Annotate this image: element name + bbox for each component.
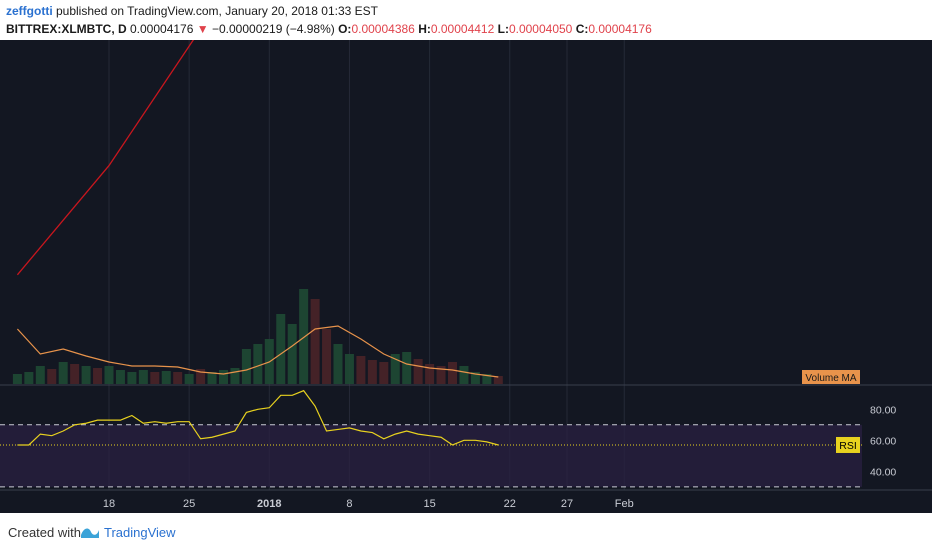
volume-bar xyxy=(127,372,137,384)
time-tick-label: 15 xyxy=(423,498,435,510)
tradingview-brand-link[interactable]: TradingView xyxy=(104,525,176,540)
volume-bar xyxy=(104,366,114,384)
time-tick-label: 18 xyxy=(103,498,115,510)
created-with-label: Created with xyxy=(8,525,81,540)
volume-bar xyxy=(150,372,160,384)
volume-bar xyxy=(241,349,251,384)
volume-bar xyxy=(459,366,469,384)
rsi-tag-label: RSI xyxy=(839,440,857,452)
open-label: O: xyxy=(338,22,352,36)
volume-bar xyxy=(344,354,354,384)
chart-area[interactable]: DARK-CLOUD COVERRESISTANCEHAMMER FORMATI… xyxy=(0,0,932,513)
volume-ma-tag xyxy=(802,370,860,384)
volume-bar xyxy=(310,299,320,384)
symbol-label[interactable]: BITTREX:XLMBTC, D xyxy=(6,22,127,36)
price-axis-background xyxy=(862,40,932,513)
price-chart[interactable]: DARK-CLOUD COVERRESISTANCEHAMMER FORMATI… xyxy=(0,0,932,513)
low-label: L: xyxy=(497,22,509,36)
volume-bar xyxy=(379,362,389,384)
volume-bar xyxy=(70,364,80,384)
volume-bar xyxy=(138,370,148,384)
time-tick-label: 22 xyxy=(504,498,516,510)
price-change: −0.00000219 (−4.98%) xyxy=(211,22,335,36)
volume-bar xyxy=(196,369,206,384)
volume-bar xyxy=(93,368,103,384)
volume-bar xyxy=(402,352,412,384)
high-label: H: xyxy=(418,22,431,36)
time-tick-label: Feb xyxy=(615,498,634,510)
volume-bar xyxy=(299,289,309,384)
volume-bar xyxy=(115,370,125,384)
rsi-tick-label: 40.00 xyxy=(870,466,896,478)
volume-bar xyxy=(184,374,194,384)
rsi-tag xyxy=(836,436,860,453)
volume-bar xyxy=(12,374,22,384)
volume-bar xyxy=(24,372,34,384)
rsi-tick-label: 60.00 xyxy=(870,435,896,447)
volume-bar xyxy=(413,359,423,384)
volume-bar xyxy=(47,369,57,384)
time-tick-label: 8 xyxy=(346,498,352,510)
time-tick-label: 27 xyxy=(561,498,573,510)
high-value: 0.00004412 xyxy=(430,22,495,36)
rsi-band xyxy=(0,424,862,487)
volume-bar xyxy=(390,354,400,384)
volume-bar xyxy=(356,356,366,384)
volume-bar xyxy=(58,362,68,384)
symbol-line: BITTREX:XLMBTC, D 0.00004176 ▼ −0.000002… xyxy=(6,22,652,36)
volume-bar xyxy=(161,371,171,384)
volume-bar xyxy=(207,372,217,384)
volume-bar xyxy=(470,372,480,384)
volume-bar xyxy=(367,360,377,384)
publish-info: published on TradingView.com, January 20… xyxy=(52,4,378,18)
volume-bar xyxy=(276,314,286,384)
close-value: 0.00004176 xyxy=(588,22,652,36)
volume-bar xyxy=(173,372,183,384)
volume-bar xyxy=(436,366,446,384)
volume-ma-line xyxy=(16,325,499,378)
volume-bar xyxy=(230,368,240,384)
volume-ma-tag-label: Volume MA xyxy=(805,373,856,384)
rsi-tick-label: 80.00 xyxy=(870,404,896,416)
volume-bar xyxy=(81,366,91,384)
volume-bar xyxy=(482,374,492,384)
down-triangle-icon: ▼ xyxy=(196,22,209,36)
open-value: 0.00004386 xyxy=(351,22,415,36)
rsi-line xyxy=(17,389,499,446)
time-tick-label: 2018 xyxy=(257,498,281,510)
volume-bar xyxy=(448,362,457,384)
volume-bar xyxy=(35,366,45,384)
volume-bar xyxy=(425,364,435,384)
close-label: C: xyxy=(575,22,589,36)
publish-line: zeffgotti published on TradingView.com, … xyxy=(6,4,378,18)
footer: Created with TradingView xyxy=(0,513,932,550)
volume-bar xyxy=(322,329,332,384)
time-tick-label: 25 xyxy=(183,498,195,510)
volume-bar xyxy=(333,344,343,384)
volume-bar xyxy=(219,370,228,384)
low-value: 0.00004050 xyxy=(508,22,573,36)
volume-bar xyxy=(287,324,297,384)
volume-bar xyxy=(253,344,263,384)
volume-bar xyxy=(493,376,503,384)
last-price: 0.00004176 xyxy=(130,22,194,36)
ema-slow-line xyxy=(16,0,214,276)
author-name[interactable]: zeffgotti xyxy=(6,4,53,18)
chart-header: zeffgotti published on TradingView.com, … xyxy=(0,0,932,40)
tradingview-logo-icon xyxy=(81,528,99,538)
